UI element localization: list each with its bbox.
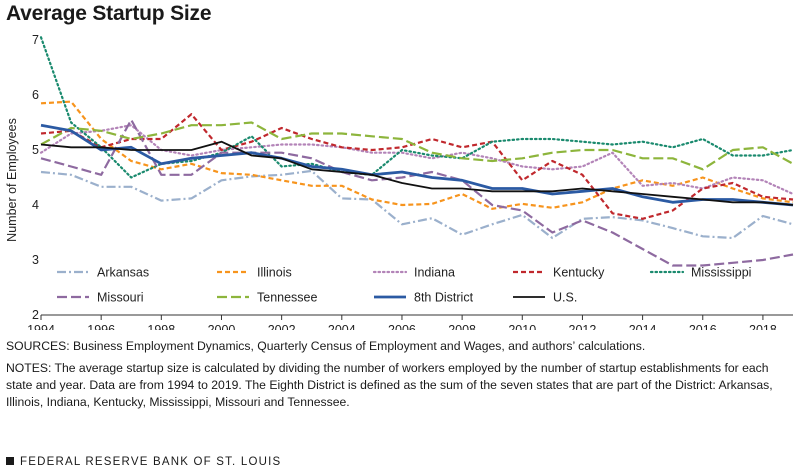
x-tick-label: 1996 — [87, 323, 115, 330]
x-tick-label: 2012 — [569, 323, 597, 330]
x-tick-label: 2010 — [508, 323, 536, 330]
y-tick-label: 3 — [32, 253, 39, 267]
footer-square-icon — [6, 457, 14, 465]
legend-label-u-s-: U.S. — [553, 291, 577, 305]
x-tick-label: 2016 — [689, 323, 717, 330]
y-tick-label: 4 — [32, 198, 39, 212]
footer-text: FEDERAL RESERVE BANK OF ST. LOUIS — [20, 456, 282, 468]
x-tick-label: 2004 — [328, 323, 356, 330]
x-tick-label: 1994 — [27, 323, 55, 330]
legend-label-indiana: Indiana — [414, 266, 455, 280]
x-tick-label: 2002 — [268, 323, 296, 330]
y-tick-label: 5 — [32, 143, 39, 157]
chart-legend: Arkansas Illinois Indiana Kentucky Mississip… — [57, 266, 751, 305]
y-tick-label: 7 — [32, 33, 39, 47]
legend-label-mississippi: Mississippi — [691, 266, 751, 280]
y-tick-label: 2 — [32, 308, 39, 322]
x-tick-label: 2008 — [448, 323, 476, 330]
series-line-illinois — [40, 100, 794, 210]
line-chart: 2 3 4 5 6 7 1994 1996 1998 2000 2002 2004 2006 2008 20… — [5, 33, 795, 330]
series-line-kentucky — [40, 113, 794, 220]
series-line-indiana — [39, 124, 795, 196]
notes-text: NOTES: The average startup size is calcu… — [6, 361, 773, 409]
series-line-tennessee — [40, 121, 794, 171]
x-tick-label: 2014 — [629, 323, 657, 330]
series-line-8th-district — [40, 123, 794, 207]
chart-axes: 2 3 4 5 6 7 1994 1996 1998 2000 2002 2004 2006 2008 20… — [27, 33, 793, 330]
chart-series — [39, 36, 795, 267]
legend-label-arkansas: Arkansas — [97, 266, 149, 280]
sources-note: SOURCES: Business Employment Dynamics, Q… — [6, 339, 646, 353]
x-tick-label: 1998 — [147, 323, 175, 330]
series-line-u-s- — [40, 140, 794, 206]
legend-label-tennessee: Tennessee — [257, 291, 318, 305]
x-tick-label: 2000 — [208, 323, 236, 330]
legend-label-8th-district: 8th District — [414, 291, 474, 305]
x-tick-label: 2018 — [749, 323, 777, 330]
legend-label-kentucky: Kentucky — [553, 266, 605, 280]
footer-credit: FEDERAL RESERVE BANK OF ST. LOUIS — [6, 456, 281, 468]
y-tick-label: 6 — [32, 88, 39, 102]
x-tick-label: 2006 — [388, 323, 416, 330]
legend-label-missouri: Missouri — [97, 291, 144, 305]
legend-label-illinois: Illinois — [257, 266, 292, 280]
y-axis-label: Number of Employees — [5, 118, 19, 242]
series-line-missouri — [40, 118, 794, 267]
chart-title: Average Startup Size — [6, 2, 212, 25]
